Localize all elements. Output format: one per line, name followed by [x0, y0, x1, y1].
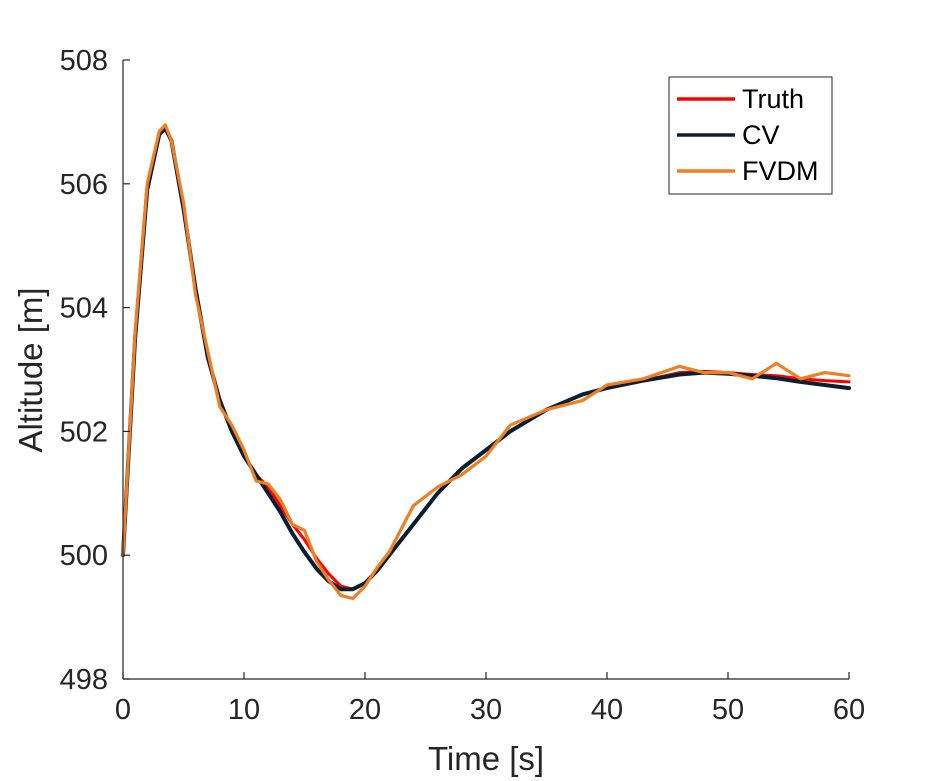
- legend-label-cv: CV: [742, 120, 780, 150]
- x-tick-label: 50: [712, 694, 744, 726]
- series-line-fvdm: [121, 123, 851, 601]
- legend-label-fvdm: FVDM: [742, 156, 819, 186]
- x-tick-label: 40: [591, 694, 623, 726]
- x-tick-label: 60: [833, 694, 865, 726]
- x-tick-label: 0: [115, 694, 131, 726]
- x-tick-layer: 0 10 20 30 40 50 60: [115, 672, 865, 726]
- legend-label-truth: Truth: [742, 84, 804, 114]
- series-layer: [121, 123, 851, 601]
- x-tick-label: 20: [349, 694, 381, 726]
- y-tick-label: 498: [60, 664, 108, 696]
- y-tick-label: 506: [60, 169, 108, 201]
- x-tick-label: 10: [228, 694, 260, 726]
- legend: Truth CV FVDM: [668, 76, 833, 195]
- y-tick-label: 500: [60, 540, 108, 572]
- x-axis-title: Time [s]: [428, 740, 544, 777]
- y-axis-title: Altitude [m]: [12, 287, 49, 452]
- y-tick-label: 502: [60, 416, 108, 448]
- y-tick-layer: 498 500 502 504 506 508: [60, 45, 130, 696]
- x-tick-label: 30: [470, 694, 502, 726]
- y-tick-label: 508: [60, 45, 108, 77]
- y-tick-label: 504: [60, 293, 108, 325]
